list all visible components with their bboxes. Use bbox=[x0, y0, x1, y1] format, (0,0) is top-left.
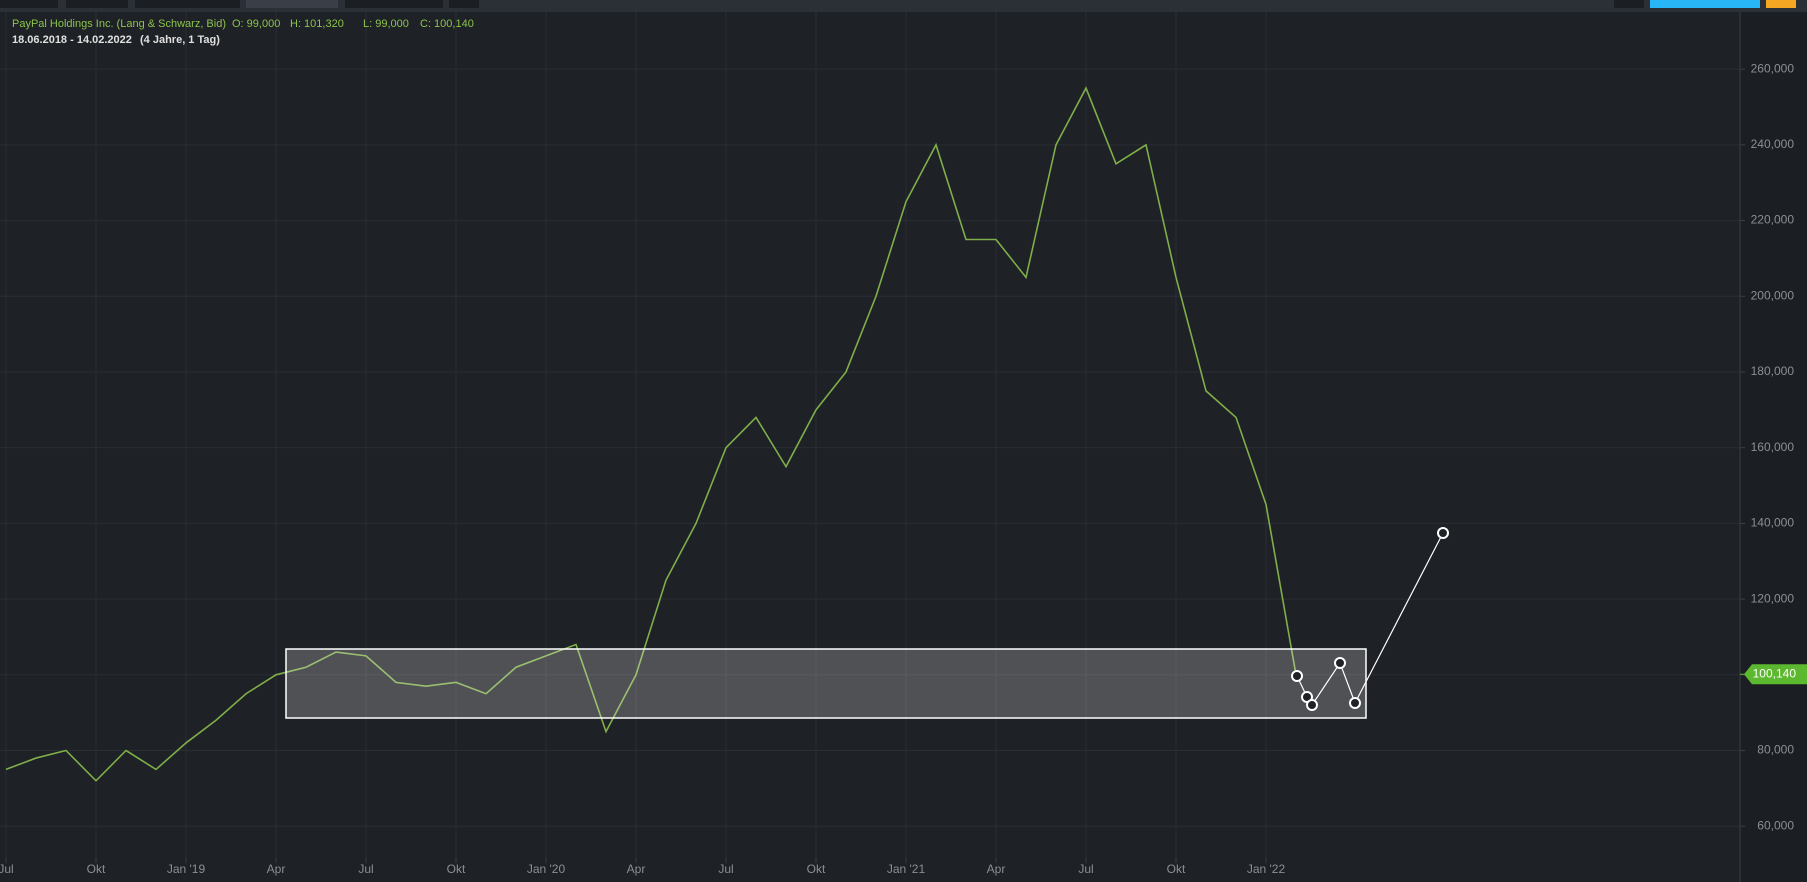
toolbar-button[interactable] bbox=[345, 0, 443, 8]
x-tick-label: Jan '19 bbox=[167, 862, 206, 876]
path-node[interactable] bbox=[1437, 527, 1449, 539]
last-price-tag bbox=[1744, 664, 1807, 685]
period: 18.06.2018 - 14.02.2022 bbox=[12, 34, 132, 46]
ohlc-low: L: 99,000 bbox=[363, 18, 409, 30]
instrument-title: PayPal Holdings Inc. (Lang & Schwarz, Bi… bbox=[12, 18, 226, 30]
toolbar-button[interactable] bbox=[1650, 0, 1760, 8]
toolbar-button[interactable] bbox=[0, 0, 58, 8]
y-tick-label: 200,000 bbox=[1751, 288, 1795, 302]
x-tick-label: Jan '21 bbox=[887, 862, 926, 876]
grid bbox=[0, 12, 1740, 858]
path-node[interactable] bbox=[1349, 697, 1361, 709]
toolbar-button[interactable] bbox=[66, 0, 128, 8]
x-tick-label: Okt bbox=[447, 862, 466, 876]
path-node[interactable] bbox=[1306, 699, 1318, 711]
y-tick-label: 60,000 bbox=[1757, 818, 1794, 832]
toolbar-button[interactable] bbox=[449, 0, 479, 8]
x-tick-label: Jul bbox=[1078, 862, 1093, 876]
y-tick-label: 160,000 bbox=[1751, 440, 1795, 454]
y-tick-label: 180,000 bbox=[1751, 364, 1795, 378]
last-price-label: 100,140 bbox=[1753, 666, 1797, 680]
y-tick-label: 220,000 bbox=[1751, 213, 1795, 227]
ohlc-high: H: 101,320 bbox=[290, 18, 344, 30]
y-tick-label: 240,000 bbox=[1751, 137, 1795, 151]
toolbar-button[interactable] bbox=[1614, 0, 1644, 8]
period-span: (4 Jahre, 1 Tag) bbox=[140, 34, 220, 46]
x-tick-label: Okt bbox=[1167, 862, 1186, 876]
path-node[interactable] bbox=[1291, 670, 1303, 682]
price-axis-panel bbox=[1740, 12, 1807, 882]
ohlc-open: O: 99,000 bbox=[232, 18, 280, 30]
y-tick-label: 120,000 bbox=[1751, 591, 1795, 605]
x-tick-label: Jul bbox=[718, 862, 733, 876]
x-tick-label: Jul bbox=[0, 862, 14, 876]
y-tick-label: 80,000 bbox=[1757, 743, 1794, 757]
price-line bbox=[5, 86, 1297, 782]
x-tick-label: Apr bbox=[987, 862, 1006, 876]
x-tick-label: Jul bbox=[358, 862, 373, 876]
toolbar-button[interactable] bbox=[1766, 0, 1796, 8]
x-tick-label: Apr bbox=[627, 862, 646, 876]
y-tick-label: 140,000 bbox=[1751, 516, 1795, 530]
toolbar-button[interactable] bbox=[135, 0, 240, 8]
ohlc-close: C: 100,140 bbox=[420, 18, 474, 30]
drawing bbox=[285, 527, 1449, 719]
x-tick-label: Okt bbox=[87, 862, 106, 876]
plot bbox=[5, 86, 1297, 782]
toolbar-button[interactable] bbox=[246, 0, 338, 8]
y-tick-label: 260,000 bbox=[1751, 61, 1795, 75]
path-node[interactable] bbox=[1334, 657, 1346, 669]
x-tick-label: Jan '22 bbox=[1247, 862, 1286, 876]
x-tick-label: Jan '20 bbox=[527, 862, 566, 876]
x-tick-label: Apr bbox=[267, 862, 286, 876]
x-tick-label: Okt bbox=[807, 862, 826, 876]
zone-rectangle[interactable] bbox=[285, 648, 1367, 719]
